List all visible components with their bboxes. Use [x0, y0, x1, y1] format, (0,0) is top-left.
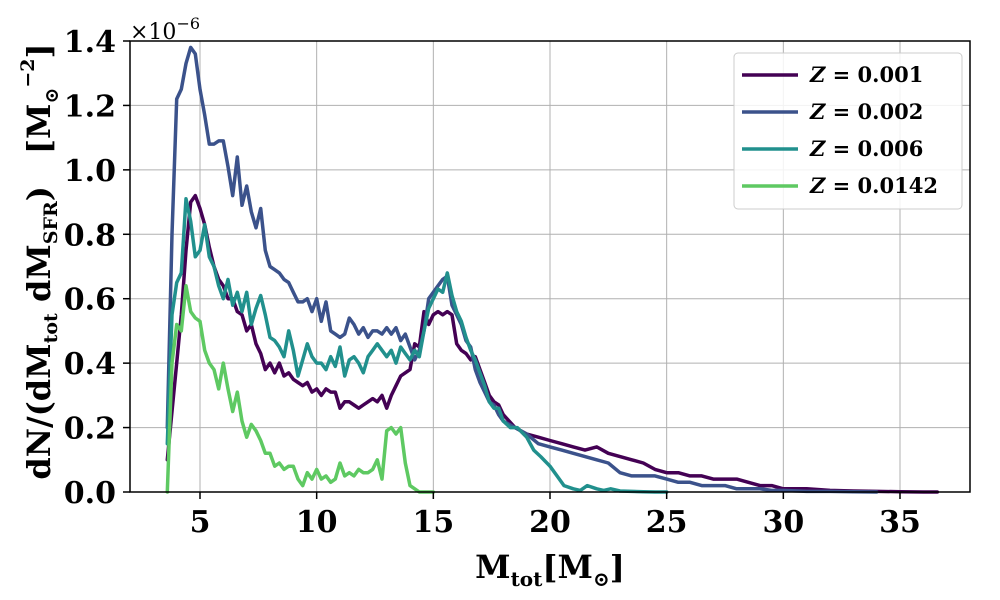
y-tick-label: 1.0 [64, 154, 116, 189]
x-axis: 5 10 15 20 25 30 35 [190, 492, 921, 540]
legend: Z = 0.001 Z = 0.002 Z = 0.006 Z = 0.0142 [733, 52, 963, 210]
x-tick-label: 20 [529, 505, 571, 540]
y-tick-label: 0.2 [64, 412, 116, 447]
y-axis-label: dN/(dMtot dMSFR) [M⊙−2] [17, 43, 63, 479]
legend-entry: Z = 0.0142 [809, 173, 938, 198]
series-line-2 [165, 197, 669, 494]
legend-entry: Z = 0.006 [809, 136, 923, 161]
x-tick-label: 25 [646, 505, 688, 540]
y-axis: 0.0 0.2 0.4 0.6 0.8 1.0 1.2 1.4 [64, 25, 130, 511]
x-axis-label: Mtot[M⊙] [475, 548, 625, 591]
series-line-3 [165, 284, 436, 494]
legend-entry: Z = 0.002 [809, 99, 923, 124]
x-tick-label: 15 [412, 505, 454, 540]
series-group [165, 45, 940, 494]
series-line-0 [165, 193, 940, 494]
series-line-1 [165, 45, 879, 494]
x-tick-label: 35 [879, 505, 921, 540]
x-tick-label: 5 [190, 505, 211, 540]
y-offset-text: ×10−6 [130, 14, 200, 45]
legend-box [733, 52, 963, 210]
y-tick-label: 1.2 [64, 89, 116, 124]
legend-entry: Z = 0.001 [809, 62, 923, 87]
y-tick-label: 0.4 [64, 347, 116, 382]
x-tick-label: 30 [762, 505, 804, 540]
x-tick-label: 10 [296, 505, 338, 540]
y-tick-label: 0.8 [64, 218, 116, 253]
y-tick-label: 0.0 [64, 476, 116, 511]
y-tick-label: 0.6 [64, 283, 116, 318]
y-tick-label: 1.4 [64, 25, 116, 60]
